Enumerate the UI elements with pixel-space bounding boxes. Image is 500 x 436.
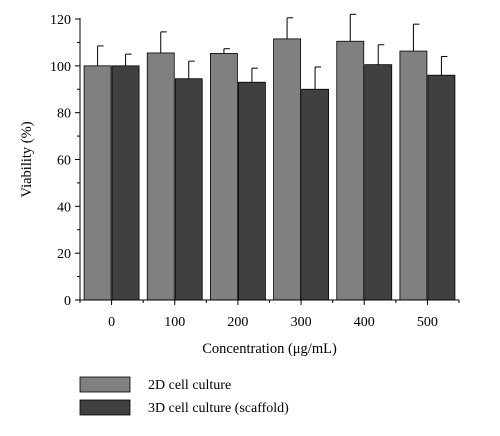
bar-3d-100 xyxy=(174,78,203,301)
y-tick-label-120: 120 xyxy=(50,13,71,28)
x-tick-label-200: 200 xyxy=(227,315,248,330)
legend-label-3d: 3D cell culture (scaffold) xyxy=(148,401,289,416)
bar-2d-300 xyxy=(273,38,301,301)
bar-3d-0 xyxy=(111,65,140,301)
y-axis-title: Viability (%) xyxy=(19,121,35,197)
bar-2d-400 xyxy=(336,40,365,301)
x-tick-label-300: 300 xyxy=(291,315,312,330)
bar-2d-200 xyxy=(210,53,238,301)
x-tick-label-400: 400 xyxy=(354,315,375,330)
legend-swatch-3d xyxy=(79,399,131,416)
bar-2d-100 xyxy=(146,52,175,301)
x-tick-label-0: 0 xyxy=(108,315,115,330)
y-axis-ticks: 0 20 40 60 80 100 120 xyxy=(50,13,80,309)
bar-2d-500 xyxy=(399,50,428,301)
bar-3d-500 xyxy=(427,74,456,301)
x-axis-title: Concentration (μg/mL) xyxy=(202,341,337,357)
y-tick-label-40: 40 xyxy=(57,200,71,215)
y-tick-label-0: 0 xyxy=(64,294,71,309)
error-bars-group xyxy=(97,13,448,90)
bar-2d-0 xyxy=(83,65,112,301)
x-tick-label-100: 100 xyxy=(164,315,185,330)
y-tick-label-100: 100 xyxy=(50,60,71,75)
legend: 2D cell culture 3D cell culture (scaffol… xyxy=(79,376,289,416)
bar-3d-400 xyxy=(364,64,393,301)
y-tick-label-20: 20 xyxy=(57,247,71,262)
legend-label-2d: 2D cell culture xyxy=(148,378,231,393)
bar-3d-300 xyxy=(301,88,329,301)
x-tick-label-500: 500 xyxy=(417,315,438,330)
y-tick-label-80: 80 xyxy=(57,107,71,122)
bars-group xyxy=(83,38,456,301)
legend-swatch-2d xyxy=(79,376,131,393)
plot-area: 0 20 40 60 80 100 120 0 100 200 300 400 500 xyxy=(50,13,460,330)
x-axis-ticks: 0 100 200 300 400 500 xyxy=(79,300,460,330)
bar-3d-200 xyxy=(238,81,266,301)
y-tick-label-60: 60 xyxy=(57,154,71,169)
